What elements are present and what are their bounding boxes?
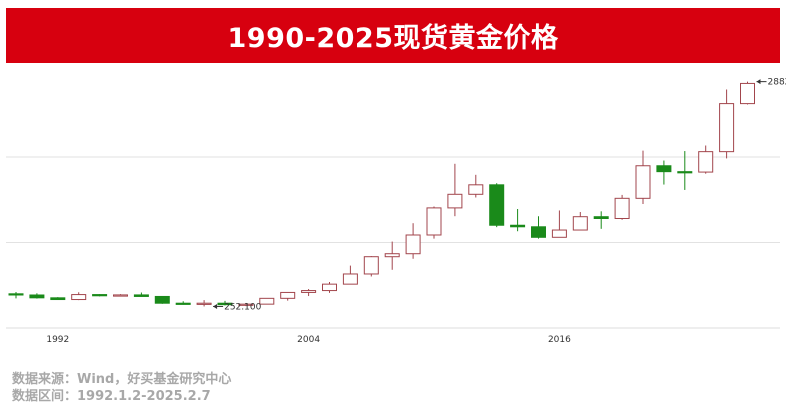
title-banner: 1990-2025现货黄金价格 bbox=[6, 8, 780, 63]
candle-body bbox=[531, 226, 546, 238]
candle-body bbox=[92, 294, 108, 297]
candle-2003 bbox=[280, 291, 296, 301]
candle-body bbox=[8, 293, 24, 296]
candle-body bbox=[363, 256, 379, 275]
candle-body bbox=[175, 302, 191, 305]
candle-body bbox=[719, 103, 735, 153]
candle-body bbox=[322, 283, 337, 292]
candle-2010 bbox=[426, 206, 442, 239]
candles bbox=[8, 81, 755, 307]
candle-2013 bbox=[489, 183, 505, 228]
source-note: 数据来源：Wind，好买基金研究中心 bbox=[12, 372, 232, 387]
candle-1991 bbox=[29, 293, 45, 299]
x-tick-label: 1992 bbox=[46, 335, 69, 345]
chart-title: 1990-2025现货黄金价格 bbox=[227, 23, 559, 54]
candle-1994 bbox=[92, 294, 108, 297]
candle-2012 bbox=[468, 174, 484, 198]
candle-2018 bbox=[593, 211, 609, 229]
candle-body bbox=[572, 216, 588, 231]
candle-1992 bbox=[50, 297, 66, 301]
candle-body bbox=[71, 294, 87, 301]
candle-2009 bbox=[405, 223, 421, 259]
x-tick-label: 2004 bbox=[297, 335, 320, 345]
candle-body bbox=[342, 273, 358, 285]
candle-2016 bbox=[551, 210, 567, 238]
candle-2025 bbox=[740, 81, 755, 105]
candle-2008 bbox=[384, 241, 400, 270]
candle-body bbox=[635, 165, 651, 199]
candle-1997 bbox=[154, 295, 170, 304]
candle-2021 bbox=[656, 160, 672, 185]
candle-body bbox=[614, 197, 630, 219]
candle-body bbox=[29, 294, 45, 299]
candle-body bbox=[384, 253, 400, 258]
candle-body bbox=[468, 184, 484, 195]
candle-body bbox=[217, 302, 233, 306]
candle-2005 bbox=[322, 282, 337, 293]
x-axis: 1992 2004 2016 bbox=[46, 335, 571, 345]
candle-2004 bbox=[301, 289, 317, 297]
candle-2020 bbox=[635, 150, 651, 204]
candle-1995 bbox=[113, 294, 128, 297]
candle-1998 bbox=[175, 301, 191, 305]
candle-body bbox=[259, 297, 275, 305]
candle-body bbox=[50, 297, 66, 301]
candle-body bbox=[154, 295, 170, 304]
candle-2011 bbox=[447, 163, 463, 217]
candle-2015 bbox=[531, 216, 546, 239]
candle-2007 bbox=[363, 256, 379, 277]
candle-1996 bbox=[133, 292, 149, 297]
candle-2017 bbox=[572, 211, 588, 231]
candle-body bbox=[489, 184, 505, 226]
candle-body bbox=[133, 294, 149, 297]
candle-2022 bbox=[677, 151, 693, 190]
candle-body bbox=[301, 290, 317, 293]
candle-body bbox=[698, 151, 714, 173]
candle-body bbox=[280, 291, 296, 299]
candle-2014 bbox=[510, 209, 526, 232]
candle-body bbox=[677, 171, 693, 174]
candle-2023 bbox=[698, 145, 714, 174]
candle-body bbox=[426, 207, 442, 236]
candle-2006 bbox=[342, 265, 358, 285]
candle-body bbox=[238, 303, 254, 306]
annotation-arrow bbox=[213, 303, 218, 309]
annotation-label: 252.100 bbox=[224, 302, 261, 312]
candle-body bbox=[656, 165, 672, 173]
candle-body bbox=[551, 229, 567, 238]
candle-2002 bbox=[259, 297, 275, 305]
candle-2000 bbox=[217, 300, 233, 306]
candle-body bbox=[405, 234, 421, 255]
candle-2024 bbox=[719, 89, 735, 159]
candle-body bbox=[196, 302, 212, 305]
candle-1990 bbox=[8, 292, 24, 299]
candle-1999 bbox=[196, 300, 212, 307]
candle-body bbox=[593, 216, 609, 219]
candle-body bbox=[740, 82, 755, 105]
min-annotation: 252.100 bbox=[213, 302, 262, 312]
candle-1993 bbox=[71, 292, 87, 301]
annotation-arrow bbox=[756, 79, 761, 85]
date-range-note: 数据区间：1992.1.2-2025.2.7 bbox=[12, 389, 211, 404]
candle-body bbox=[510, 224, 526, 228]
candle-2001 bbox=[238, 302, 254, 307]
candle-body bbox=[113, 294, 128, 297]
candle-body bbox=[447, 193, 463, 209]
candle-2019 bbox=[614, 194, 630, 220]
x-tick-label: 2016 bbox=[548, 335, 571, 345]
gridlines bbox=[6, 156, 780, 329]
